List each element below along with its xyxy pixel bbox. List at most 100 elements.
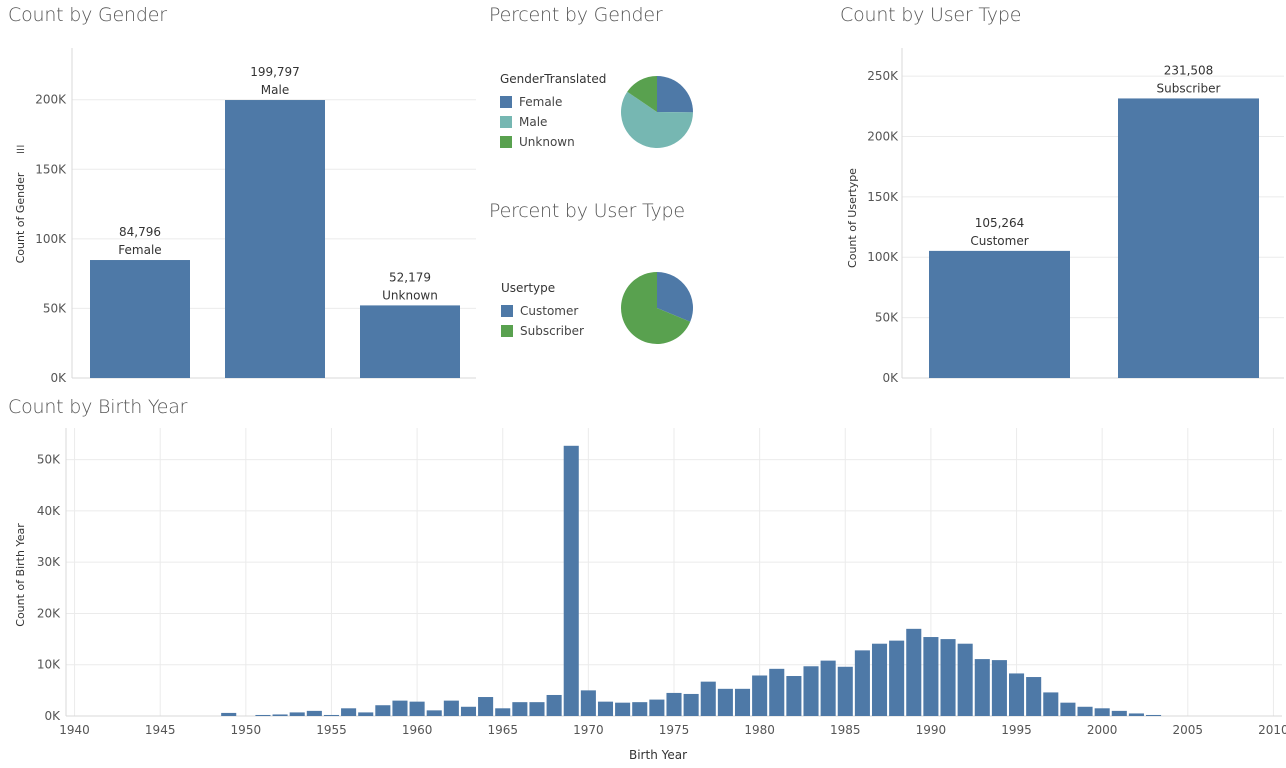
x-tick-label: 1945 — [145, 723, 176, 737]
bar-category-label: Male — [261, 83, 289, 97]
y-tick-label: 50K — [875, 311, 899, 325]
histogram-bar — [478, 697, 494, 716]
histogram-bar — [957, 643, 973, 716]
y-tick-label: 200K — [867, 129, 899, 143]
histogram-bar — [392, 700, 408, 716]
bar — [1118, 98, 1259, 378]
histogram-bar — [649, 699, 665, 716]
histogram-bar — [495, 708, 511, 716]
legend-item-customer[interactable]: Customer — [501, 301, 584, 321]
histogram-bar — [940, 639, 956, 716]
histogram-bar — [563, 445, 579, 716]
y-tick-label: 100K — [867, 250, 899, 264]
histogram-bar — [700, 681, 716, 716]
histogram-bar — [221, 712, 237, 716]
histogram-bar — [786, 676, 802, 716]
y-tick-label: 150K — [867, 190, 899, 204]
male-swatch — [500, 116, 512, 128]
histogram-bar — [734, 688, 751, 716]
y-axis-title: Count of Birth Year — [14, 523, 27, 627]
histogram-bar — [1128, 713, 1144, 716]
legend-label-female: Female — [519, 95, 563, 109]
histogram-bar — [923, 637, 939, 716]
x-tick-label: 1995 — [1001, 723, 1032, 737]
histogram-bar — [632, 702, 648, 716]
y-axis-title: Count of Usertype — [846, 168, 859, 268]
y-tick-label: 10K — [37, 658, 61, 672]
x-tick-label: 1955 — [316, 723, 347, 737]
y-tick-label: 50K — [43, 301, 67, 315]
bar — [90, 260, 190, 378]
gender-legend-title: GenderTranslated — [500, 72, 607, 86]
histogram-bar — [426, 710, 442, 716]
sort-icon[interactable]: ☰ — [16, 145, 25, 156]
y-axis-title: Count of Gender — [14, 172, 27, 263]
y-tick-label: 50K — [37, 453, 61, 467]
histogram-bar — [683, 693, 699, 716]
y-tick-label: 250K — [867, 69, 899, 83]
histogram-bar — [906, 628, 922, 716]
legend-item-male[interactable]: Male — [500, 112, 606, 132]
x-tick-label: 1975 — [659, 723, 690, 737]
pie-slice — [621, 272, 691, 344]
pie-slice — [627, 76, 657, 112]
female-swatch — [500, 96, 512, 108]
histogram-bar — [615, 702, 631, 716]
x-tick-label: 2010 — [1258, 723, 1286, 737]
x-axis-title: Birth Year — [629, 748, 687, 762]
histogram-bar — [1026, 677, 1042, 716]
pie-slice — [657, 272, 693, 322]
y-tick-label: 0K — [44, 709, 61, 723]
gender-pie-chart — [621, 76, 693, 148]
y-tick-label: 20K — [37, 606, 61, 620]
legend-item-subscriber[interactable]: Subscriber — [501, 321, 584, 341]
gender-count-chart: 0K 50K 100K 150K 200K Count of Gender 84,796 Fe… — [14, 48, 476, 382]
unknown-swatch — [500, 136, 512, 148]
histogram-bar — [889, 640, 905, 716]
bar — [360, 305, 460, 378]
legend-label-subscriber: Subscriber — [520, 324, 584, 338]
bar-category-label: Customer — [970, 234, 1028, 248]
histogram-bar — [512, 702, 528, 716]
gender-percent-title: Percent by Gender — [489, 4, 663, 26]
histogram-bar — [991, 660, 1007, 716]
y-tick-label: 0K — [882, 371, 899, 382]
bar-value-label: 231,508 — [1164, 63, 1214, 77]
bar-value-label: 105,264 — [975, 216, 1025, 230]
legend-label-unknown: Unknown — [519, 135, 575, 149]
bar-category-label: Female — [118, 243, 161, 257]
histogram-bar — [341, 708, 357, 716]
histogram-bar — [306, 710, 322, 716]
histogram-bar — [443, 700, 459, 716]
histogram-bar — [358, 712, 374, 716]
legend-item-female[interactable]: Female — [500, 92, 606, 112]
histogram-bar — [375, 705, 391, 716]
usertype-legend: Usertype Customer Subscriber — [501, 281, 584, 341]
histogram-bar — [803, 666, 819, 716]
histogram-bar — [837, 666, 853, 716]
x-tick-label: 2000 — [1087, 723, 1118, 737]
histogram-bar — [769, 668, 785, 716]
usertype-percent-title: Percent by User Type — [489, 200, 685, 222]
gender-count-title: Count by Gender — [8, 4, 167, 26]
histogram-bar — [255, 714, 271, 716]
histogram-bar — [323, 714, 340, 716]
histogram-bar — [974, 659, 990, 716]
x-tick-label: 1970 — [573, 723, 604, 737]
birth-year-chart: 0K 10K 20K 30K 40K 50K 1940 1945 1950 1955 1960 196… — [14, 428, 1286, 762]
y-tick-label: 200K — [35, 93, 67, 107]
histogram-bar — [666, 692, 682, 716]
bar-category-label: Unknown — [382, 288, 438, 302]
gender-legend: GenderTranslated Female Male Unknown — [500, 72, 606, 152]
customer-swatch — [501, 305, 513, 317]
histogram-bar — [289, 712, 305, 716]
pie-slice — [621, 91, 693, 148]
y-tick-label: 150K — [35, 162, 67, 176]
x-tick-label: 2005 — [1173, 723, 1204, 737]
histogram-bar — [1060, 702, 1076, 716]
legend-item-unknown[interactable]: Unknown — [500, 132, 606, 152]
histogram-bar — [1146, 714, 1162, 716]
legend-label-customer: Customer — [520, 304, 579, 318]
bar-value-label: 84,796 — [119, 225, 161, 239]
histogram-bar — [529, 702, 545, 716]
